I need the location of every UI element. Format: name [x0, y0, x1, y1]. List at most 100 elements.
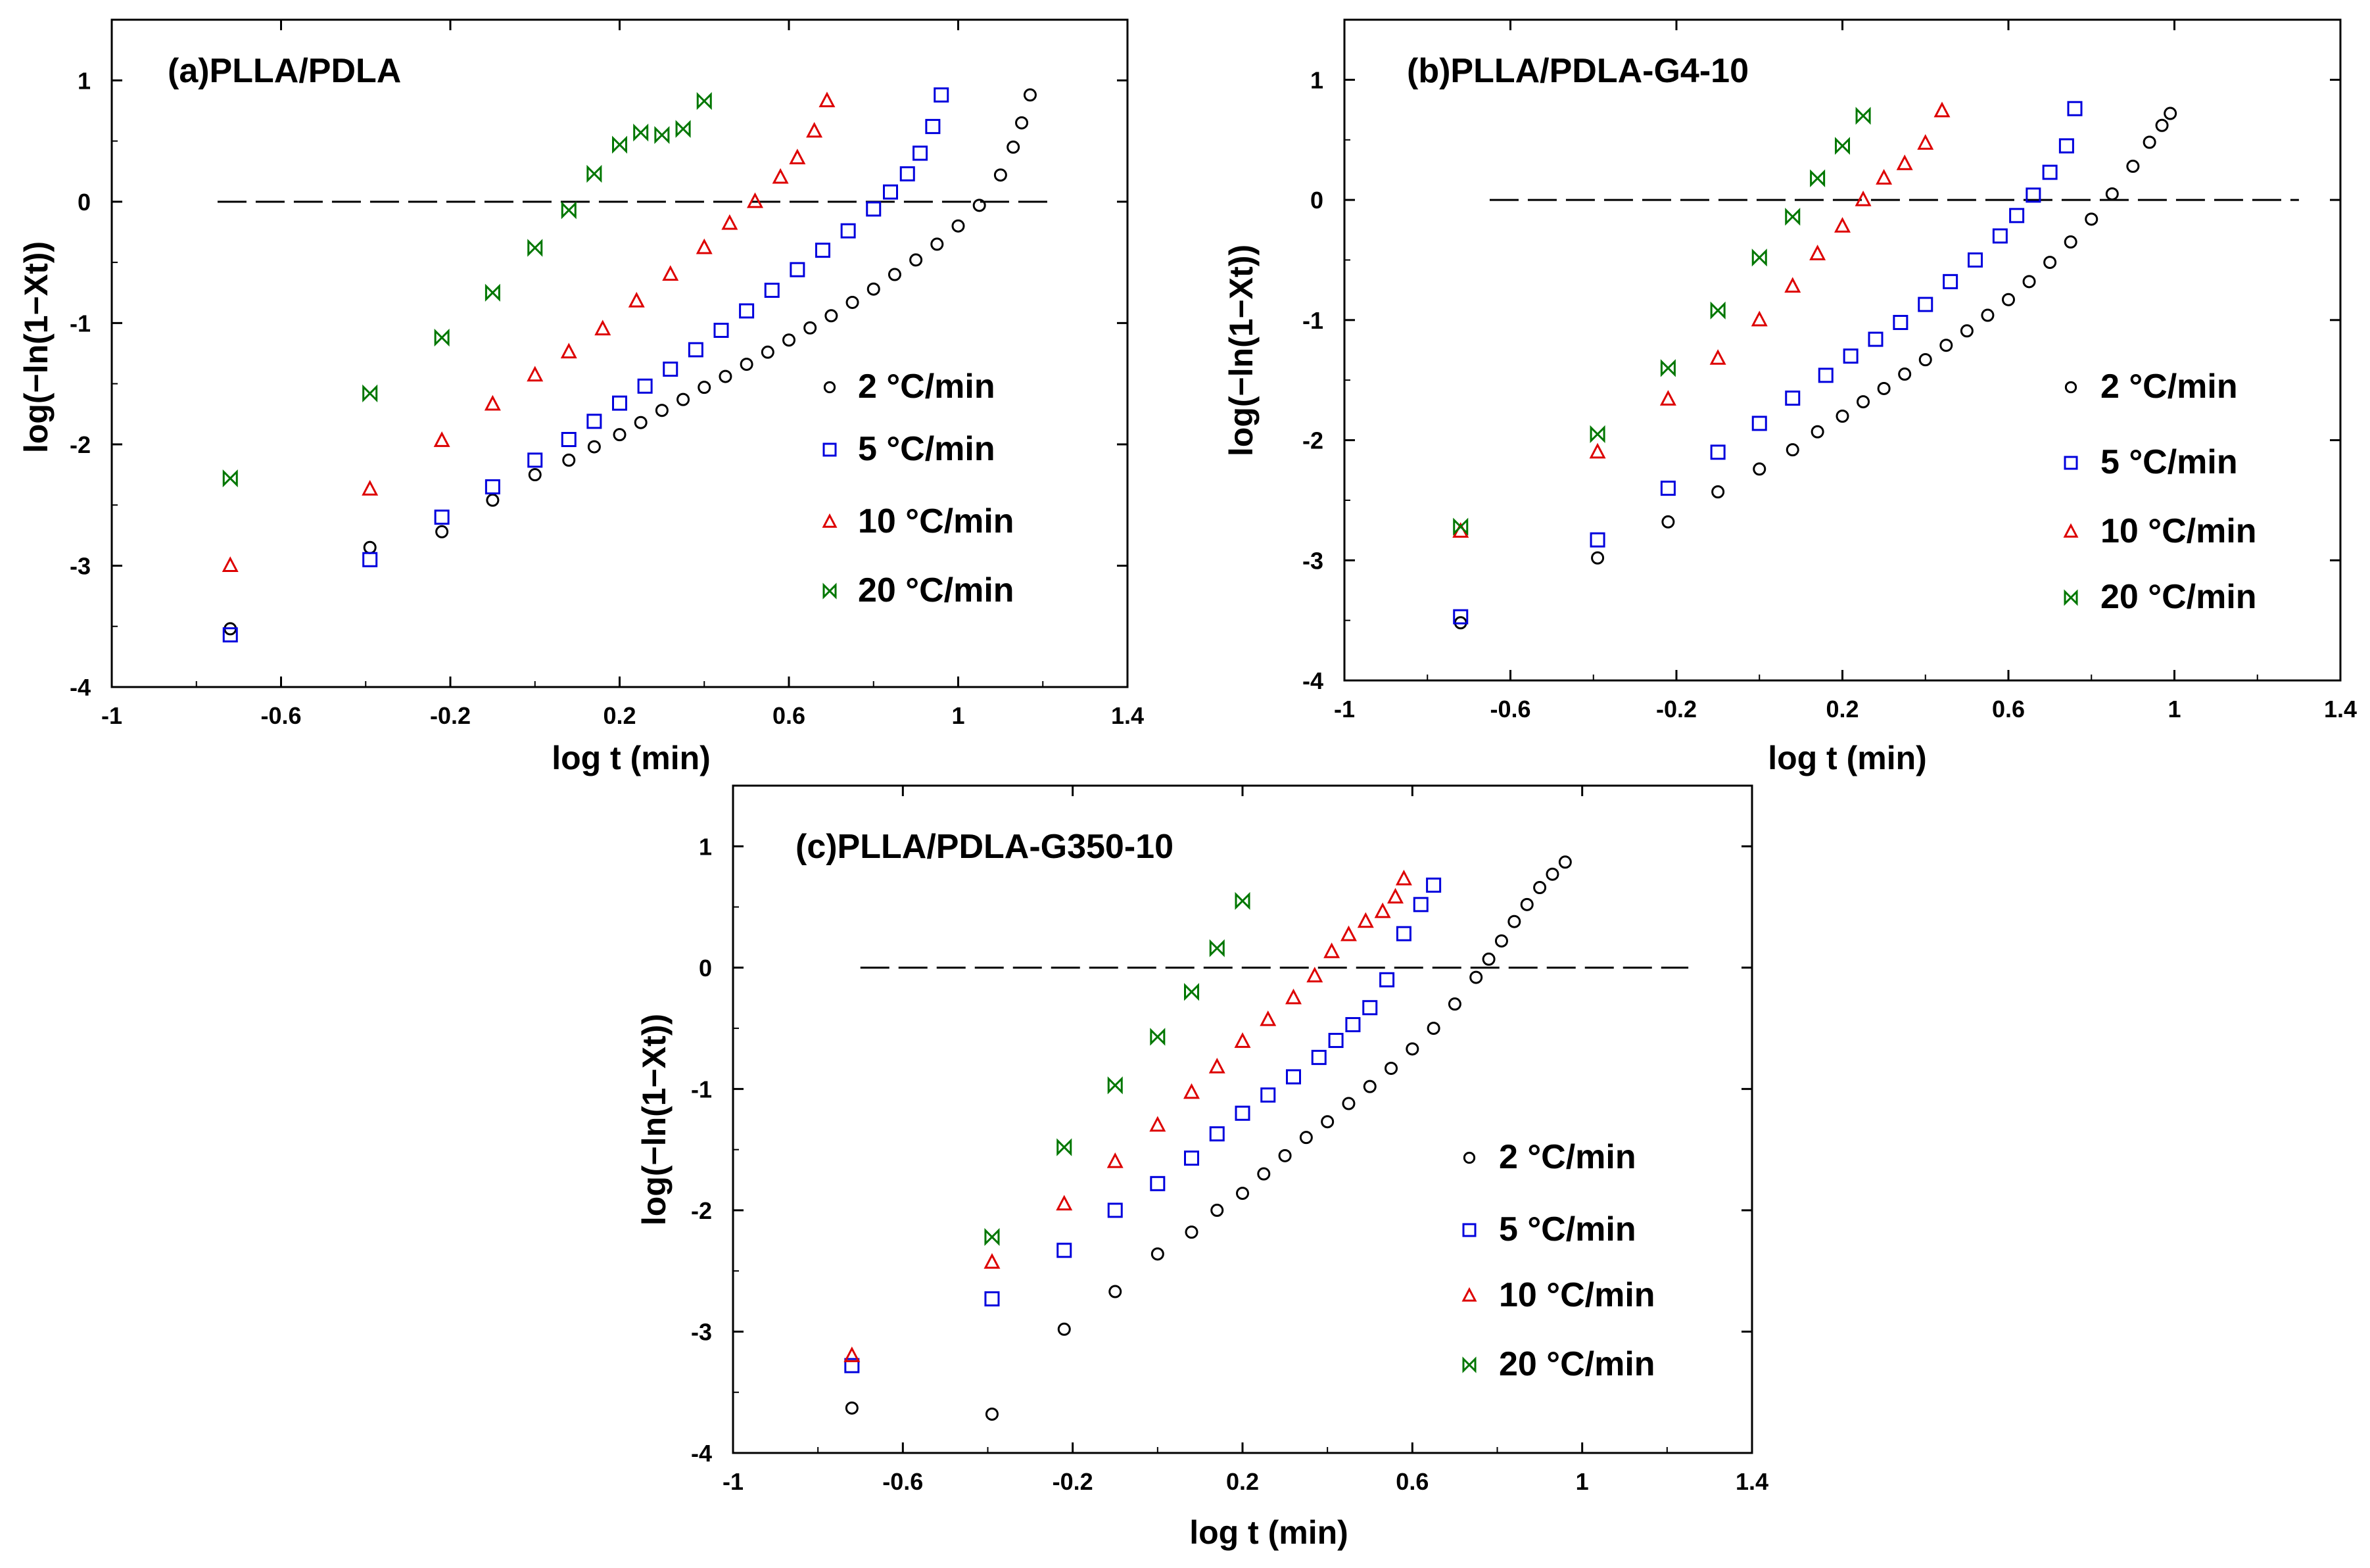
data-point	[1260, 1010, 1277, 1026]
data-point	[1843, 348, 1859, 364]
data-point	[772, 168, 789, 184]
data-point	[1968, 252, 1983, 268]
data-point	[1374, 902, 1391, 918]
x-tick-label: 1	[951, 702, 964, 729]
data-point	[1015, 116, 1029, 130]
legend-label: 20 °C/min	[1499, 1345, 1655, 1383]
data-point	[1236, 1187, 1249, 1200]
data-point	[612, 395, 627, 411]
data-point	[676, 392, 690, 406]
data-point	[1056, 1243, 1072, 1258]
data-point	[485, 283, 500, 302]
data-point	[433, 431, 450, 447]
data-point	[1893, 314, 1908, 330]
data-point	[1507, 915, 1521, 928]
data-point	[909, 253, 923, 267]
legend-marker	[1462, 1223, 1477, 1237]
legend-marker	[822, 442, 837, 457]
data-point	[1898, 368, 1912, 381]
data-point	[1992, 228, 2008, 244]
x-axis-title: log t (min)	[1768, 740, 1927, 776]
data-point	[806, 122, 823, 138]
data-point	[222, 627, 238, 643]
x-tick-label: -0.2	[430, 702, 471, 729]
data-point	[362, 479, 379, 496]
data-point	[1257, 1167, 1271, 1181]
x-tick-label: -1	[101, 702, 122, 729]
data-point	[984, 1227, 1000, 1247]
data-point	[1896, 154, 1913, 170]
data-point	[1751, 249, 1767, 267]
data-point	[2009, 208, 2025, 224]
data-point	[1395, 869, 1412, 886]
data-point	[1357, 912, 1374, 928]
data-point	[1235, 891, 1250, 910]
data-point	[912, 145, 928, 161]
legend-marker	[1462, 1356, 1477, 1373]
data-point	[634, 416, 648, 429]
data-point	[663, 361, 678, 377]
data-point	[688, 342, 703, 358]
data-point	[818, 91, 836, 108]
data-point	[561, 201, 577, 220]
data-point	[1660, 359, 1676, 377]
x-tick-label: -0.6	[882, 1468, 923, 1495]
data-point	[1835, 137, 1850, 155]
data-point	[1426, 877, 1442, 893]
data-point	[698, 381, 711, 394]
data-point	[1234, 1032, 1251, 1048]
data-point	[485, 479, 500, 494]
y-tick-label: -3	[70, 552, 91, 579]
data-point	[1520, 897, 1534, 911]
legend-label: 5 °C/min	[1499, 1210, 1636, 1248]
data-point	[2085, 212, 2098, 226]
data-point	[486, 493, 500, 507]
data-point	[1286, 1069, 1301, 1085]
data-point	[613, 428, 627, 442]
data-point	[1818, 368, 1834, 383]
data-point	[719, 369, 732, 383]
data-point	[434, 328, 450, 347]
panel-title: (b)PLLA/PDLA-G4-10	[1407, 52, 1749, 90]
series-circle	[845, 855, 1572, 1421]
data-point	[527, 452, 543, 468]
legend-marker	[1463, 1151, 1476, 1164]
series-square	[1453, 101, 2083, 625]
data-point	[362, 384, 378, 403]
data-point	[1363, 1080, 1377, 1093]
data-point	[1709, 349, 1726, 365]
x-tick-label: -0.2	[1656, 696, 1697, 723]
data-point	[628, 291, 645, 308]
data-point	[1208, 1057, 1225, 1074]
data-point	[1590, 532, 1605, 548]
data-point	[824, 309, 838, 323]
series-square	[222, 87, 949, 643]
data-point	[2002, 293, 2015, 306]
data-point	[1494, 934, 1508, 948]
data-point	[790, 262, 805, 277]
legend-marker	[1461, 1287, 1477, 1302]
data-point	[637, 378, 653, 394]
data-point	[1184, 1151, 1199, 1166]
data-point	[484, 394, 501, 411]
data-point	[1786, 443, 1799, 457]
data-point	[1023, 88, 1037, 102]
series-circle	[1454, 107, 2177, 630]
legend-marker	[2063, 523, 2079, 538]
data-point	[1482, 952, 1496, 966]
data-point	[844, 1358, 860, 1373]
legend-marker	[823, 381, 836, 394]
data-point	[696, 92, 712, 110]
data-point	[1751, 310, 1768, 327]
data-point	[843, 1346, 861, 1362]
data-point	[562, 453, 576, 467]
series-triangle	[222, 91, 836, 572]
data-point	[713, 322, 729, 338]
data-point	[2042, 164, 2058, 180]
data-point	[1453, 609, 1469, 625]
data-point	[1876, 168, 1893, 185]
data-point	[866, 201, 882, 217]
data-point	[2126, 159, 2140, 173]
data-point	[747, 192, 763, 208]
